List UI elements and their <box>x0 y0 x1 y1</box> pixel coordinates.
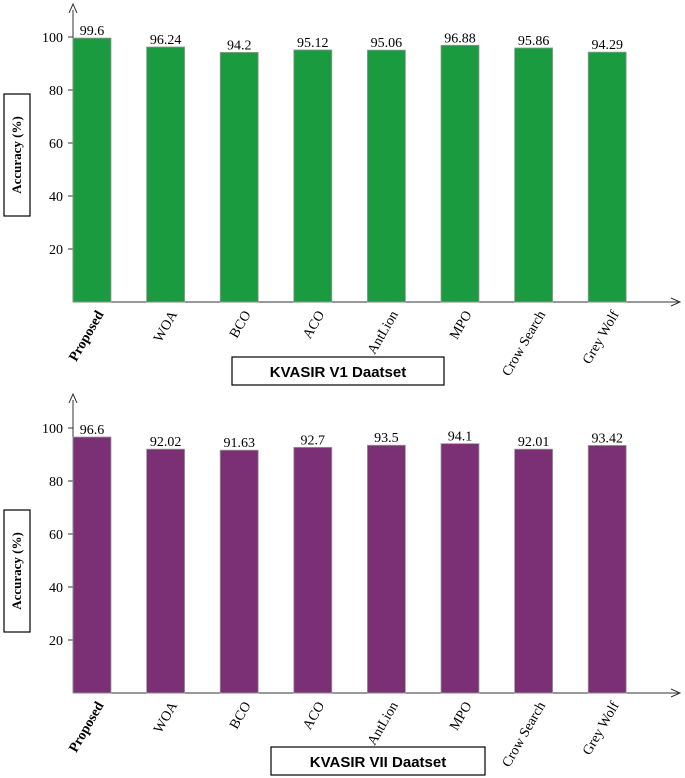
data-label: 95.06 <box>371 36 403 51</box>
bar-grey-wolf <box>587 445 627 694</box>
bar-aco <box>293 446 333 694</box>
x-tick-label: AntLion <box>365 309 402 358</box>
y-axis-label: Accuracy (%) <box>9 532 24 610</box>
data-label: 91.63 <box>223 436 255 451</box>
data-label: 95.12 <box>297 36 329 51</box>
y-tick-label: 80 <box>49 84 63 99</box>
x-tick-label: Proposed <box>67 699 108 755</box>
bar-antlion <box>366 444 406 694</box>
bar-antlion <box>366 49 406 303</box>
x-tick-label: MPO <box>447 700 475 734</box>
chart-title-box <box>270 746 486 776</box>
data-label: 93.5 <box>374 431 399 446</box>
chart-title-box <box>231 356 445 386</box>
bar-mpo <box>440 443 480 694</box>
chart-kvasir-v1: Accuracy (%) 20 40 60 80 100 99.6 Proposed 96.2… <box>3 2 682 386</box>
bar-woa <box>146 46 186 303</box>
chart-title: KVASIR V1 Daatset <box>270 364 406 381</box>
x-tick-label: ACO <box>300 309 328 342</box>
x-tick-label: Grey Wolf <box>580 699 623 758</box>
bar-bco <box>219 449 259 694</box>
bar-proposed <box>72 37 112 303</box>
plot-area: 20 40 60 80 100 99.6 Proposed 96.24 WOA 94.2 BCO 95… <box>42 2 682 379</box>
x-axis-arrow <box>670 297 682 307</box>
data-label: 96.6 <box>80 423 105 438</box>
x-tick-label: Crow Search <box>500 309 549 379</box>
bar-bco <box>219 51 259 303</box>
bar-crow-search <box>514 47 553 303</box>
data-label: 94.29 <box>591 38 623 53</box>
data-label: 93.42 <box>591 431 623 446</box>
x-tick-label: WOA <box>151 699 181 736</box>
chart-kvasir-vii: Accuracy (%) 20 40 60 80 100 96.6 Proposed 92.0… <box>3 392 682 776</box>
bar-aco <box>293 49 333 303</box>
x-tick-label: ACO <box>300 700 328 733</box>
bar-proposed <box>72 436 112 694</box>
y-axis-label-box <box>3 93 31 217</box>
chart-title: KVASIR VII Daatset <box>310 754 446 771</box>
data-label: 92.7 <box>301 433 326 448</box>
y-axis-arrow <box>68 392 78 404</box>
y-tick-label: 100 <box>42 422 63 437</box>
bar-crow-search <box>514 448 553 694</box>
y-tick-label: 100 <box>42 31 63 46</box>
y-tick-label: 20 <box>49 243 63 258</box>
x-tick-label: BCO <box>227 700 254 732</box>
x-tick-label: WOA <box>151 308 181 345</box>
x-tick-label: Crow Search <box>500 700 549 770</box>
x-tick-label: AntLion <box>365 700 402 749</box>
y-axis-label: Accuracy (%) <box>9 116 24 194</box>
plot-area: 20 40 60 80 100 96.6 Proposed 92.02 WOA 91.63 BCO 9… <box>42 392 682 770</box>
y-tick-label: 80 <box>49 475 63 490</box>
data-label: 99.6 <box>80 24 105 39</box>
x-tick-label: Grey Wolf <box>580 308 623 367</box>
x-axis-arrow <box>670 688 682 698</box>
x-tick-label: Proposed <box>67 308 108 364</box>
bar-mpo <box>440 44 480 303</box>
bar-grey-wolf <box>587 51 627 303</box>
data-label: 94.1 <box>448 430 473 445</box>
y-tick-label: 40 <box>49 190 63 205</box>
y-tick-label: 20 <box>49 634 63 649</box>
x-tick-label: BCO <box>227 309 254 341</box>
bar-woa <box>146 448 186 694</box>
data-label: 92.01 <box>518 435 550 450</box>
y-axis-label-box <box>3 509 31 633</box>
data-label: 92.02 <box>150 435 182 450</box>
y-tick-label: 40 <box>49 581 63 596</box>
x-tick-label: MPO <box>447 309 475 343</box>
data-label: 96.24 <box>150 33 182 48</box>
y-tick-label: 60 <box>49 137 63 152</box>
y-axis-arrow <box>68 2 78 14</box>
data-label: 94.2 <box>227 38 252 53</box>
data-label: 95.86 <box>518 34 550 49</box>
y-tick-label: 60 <box>49 528 63 543</box>
data-label: 96.88 <box>444 31 476 46</box>
